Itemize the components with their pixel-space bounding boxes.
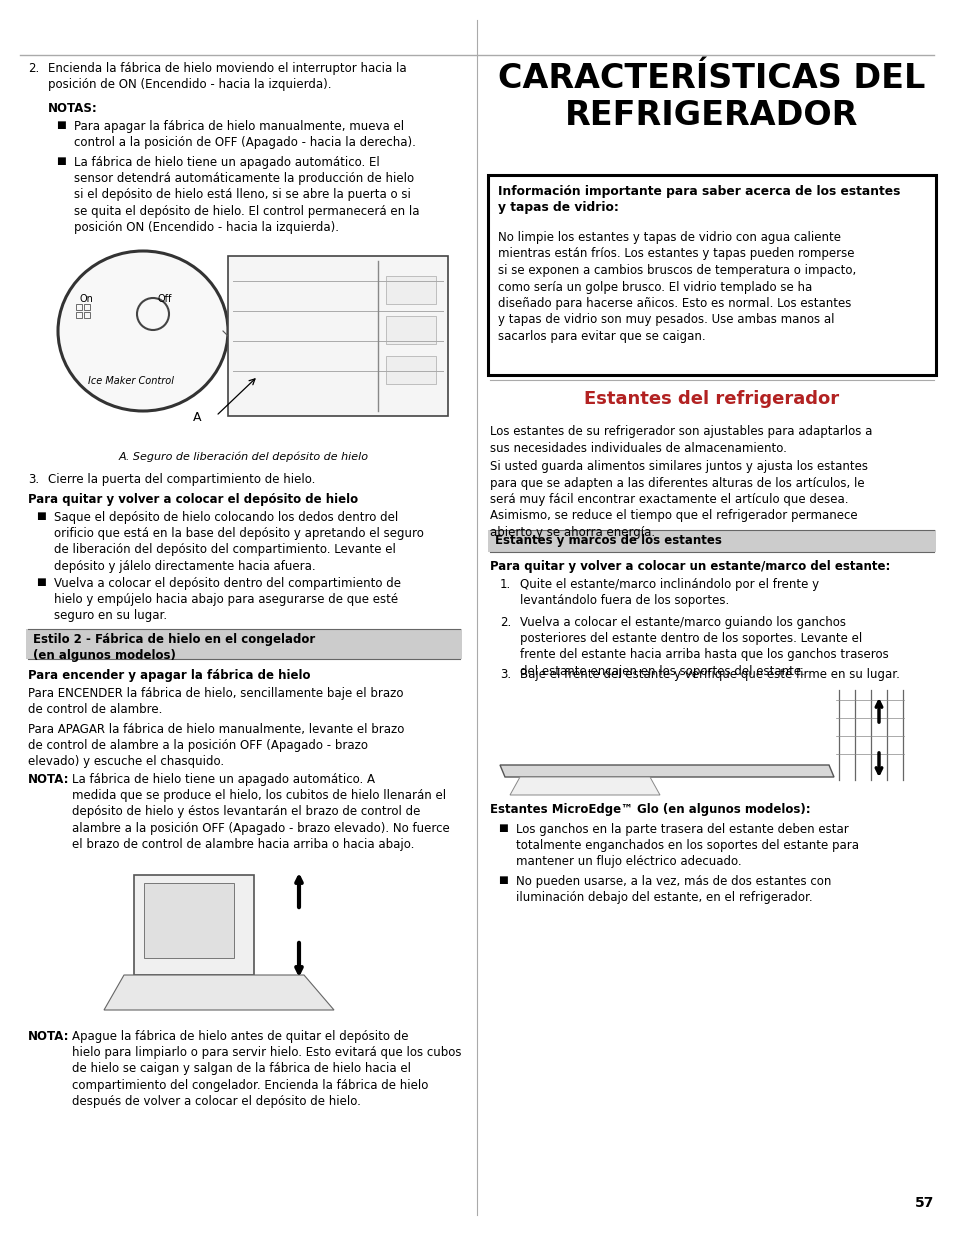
Bar [76,312,82,317]
Text: 3.: 3. [499,668,511,680]
Text: Estantes y marcos de los estantes: Estantes y marcos de los estantes [495,534,721,547]
Text: Los ganchos en la parte trasera del estante deben estar
totalmente enganchados e: Los ganchos en la parte trasera del esta… [516,823,858,868]
Text: Saque el depósito de hielo colocando los dedos dentro del
orificio que está en l: Saque el depósito de hielo colocando los… [54,511,423,573]
Text: A. Seguro de liberación del depósito de hielo: A. Seguro de liberación del depósito de … [119,451,369,462]
Text: Para ENCENDER la fábrica de hielo, sencillamente baje el brazo
de control de ala: Para ENCENDER la fábrica de hielo, senci… [28,687,403,716]
FancyBboxPatch shape [488,175,935,375]
Bar [386,275,436,304]
Text: Para apagar la fábrica de hielo manualmente, mueva el
control a la posición de O: Para apagar la fábrica de hielo manualme… [74,120,416,149]
Text: 1.: 1. [499,578,511,592]
Bar [84,304,90,310]
Bar [26,629,461,659]
Text: No limpie los estantes y tapas de vidrio con agua caliente
mientras están fríos.: No limpie los estantes y tapas de vidrio… [497,231,856,343]
Text: Estantes MicroEdge™ Glo (en algunos modelos):: Estantes MicroEdge™ Glo (en algunos mode… [490,803,810,816]
Text: Para quitar y volver a colocar el depósito de hielo: Para quitar y volver a colocar el depósi… [28,493,357,506]
Text: Vuelva a colocar el estante/marco guiando los ganchos
posteriores del estante de: Vuelva a colocar el estante/marco guiand… [519,616,888,678]
Text: ■: ■ [56,156,66,165]
Text: Información importante para saber acerca de los estantes
y tapas de vidrio:: Información importante para saber acerca… [497,185,900,215]
Text: La fábrica de hielo tiene un apagado automático. El
sensor detendrá automáticame: La fábrica de hielo tiene un apagado aut… [74,156,419,233]
Text: Encienda la fábrica de hielo moviendo el interruptor hacia la
posición de ON (En: Encienda la fábrica de hielo moviendo el… [48,62,406,91]
Text: Para quitar y volver a colocar un estante/marco del estante:: Para quitar y volver a colocar un estant… [490,559,889,573]
Polygon shape [104,974,334,1010]
Text: Estantes del refrigerador: Estantes del refrigerador [584,390,839,408]
Text: NOTA:: NOTA: [28,773,70,785]
Text: ■: ■ [36,577,46,587]
Text: Para APAGAR la fábrica de hielo manualmente, levante el brazo
de control de alam: Para APAGAR la fábrica de hielo manualme… [28,722,404,768]
Text: CARACTERÍSTICAS DEL
REFRIGERADOR: CARACTERÍSTICAS DEL REFRIGERADOR [497,62,924,132]
Text: 57: 57 [914,1195,933,1210]
Text: No pueden usarse, a la vez, más de dos estantes con
iluminación debajo del estan: No pueden usarse, a la vez, más de dos e… [516,876,830,904]
Text: ■: ■ [56,120,66,130]
Text: Vuelva a colocar el depósito dentro del compartimiento de
hielo y empújelo hacia: Vuelva a colocar el depósito dentro del … [54,577,400,622]
Bar [144,883,233,958]
Text: A: A [193,411,201,424]
Bar [488,530,935,552]
Text: ■: ■ [36,511,46,521]
Text: NOTAS:: NOTAS: [48,103,97,115]
Bar [228,256,448,416]
Text: 3.: 3. [28,473,39,487]
Polygon shape [510,777,659,795]
Text: Apague la fábrica de hielo antes de quitar el depósito de
hielo para limpiarlo o: Apague la fábrica de hielo antes de quit… [71,1030,461,1108]
Bar [76,304,82,310]
Text: Los estantes de su refrigerador son ajustables para adaptarlos a
sus necesidades: Los estantes de su refrigerador son ajus… [490,425,871,454]
Text: Ice Maker Control: Ice Maker Control [88,375,173,387]
Bar [386,356,436,384]
Bar [386,316,436,345]
Text: ■: ■ [497,876,507,885]
Text: Cierre la puerta del compartimiento de hielo.: Cierre la puerta del compartimiento de h… [48,473,315,487]
Text: Baje el frente del estante y verifique que esté firme en su lugar.: Baje el frente del estante y verifique q… [519,668,899,680]
Text: Para encender y apagar la fábrica de hielo: Para encender y apagar la fábrica de hie… [28,669,310,682]
Text: La fábrica de hielo tiene un apagado automático. A
medida que se produce el hiel: La fábrica de hielo tiene un apagado aut… [71,773,449,851]
Polygon shape [499,764,833,777]
Text: Off: Off [158,294,172,304]
Text: Si usted guarda alimentos similares juntos y ajusta los estantes
para que se ada: Si usted guarda alimentos similares junt… [490,459,867,538]
Text: On: On [80,294,93,304]
Text: Quite el estante/marco inclinándolo por el frente y
levantándolo fuera de los so: Quite el estante/marco inclinándolo por … [519,578,819,608]
Bar [84,312,90,317]
Bar [133,876,253,974]
Text: 2.: 2. [28,62,39,75]
Text: 2.: 2. [499,616,511,629]
Text: Estilo 2 - Fábrica de hielo en el congelador
(en algunos modelos): Estilo 2 - Fábrica de hielo en el congel… [33,634,314,662]
Text: ■: ■ [497,823,507,832]
Ellipse shape [58,251,228,411]
Text: NOTA:: NOTA: [28,1030,70,1044]
